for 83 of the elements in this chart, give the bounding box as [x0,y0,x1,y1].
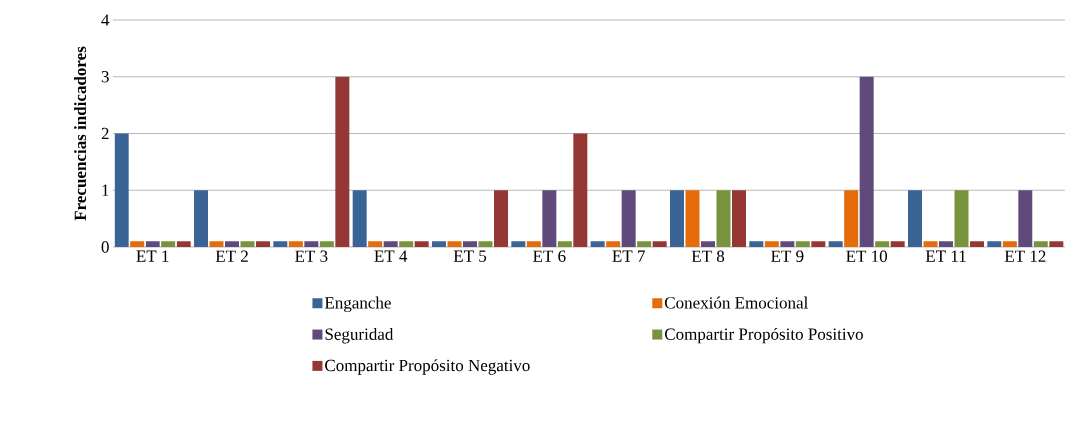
bar [335,76,350,247]
bar [621,190,636,247]
bar [954,190,969,247]
bar [637,241,652,247]
bar [463,241,478,247]
bar [652,241,667,247]
bar [573,133,588,247]
bar [1033,241,1048,247]
bar [225,241,240,247]
bar [114,133,129,247]
bar [352,190,367,247]
bar [542,190,557,247]
bar [795,241,810,247]
bar [432,241,447,247]
bar [970,241,984,247]
bar [987,241,1002,247]
bar [209,241,224,247]
x-tick-label: ET 12 [1004,250,1046,262]
x-tick-label: ET 6 [533,250,566,262]
bar [511,241,526,247]
legend-label: Compartir Propósito Positivo [664,327,863,344]
bar [383,241,398,247]
bar [447,241,462,247]
bar [399,241,414,247]
legend-label: Conexión Emocional [664,296,808,309]
bar [890,241,905,247]
bar [859,76,874,247]
bar [256,241,271,247]
bar [478,241,493,247]
x-tick-label: ET 1 [136,250,169,262]
bar [685,190,700,247]
bar [273,241,288,247]
bar [590,241,605,247]
legend-label: Compartir Propósito Negativo [325,359,530,375]
y-tick-label: 0 [101,241,109,253]
bar [844,190,859,247]
y-tick-label: 2 [101,127,109,140]
bar [494,190,509,247]
bar [1049,241,1064,247]
x-tick-label: ET 8 [691,250,725,262]
bar [1002,241,1017,247]
legend-label: Enganche [324,296,391,313]
bar [368,241,383,247]
bar [526,241,541,247]
bar [780,241,795,247]
bar [923,241,938,247]
bar [130,241,145,247]
bar [1018,190,1033,247]
bar [319,241,334,247]
y-tick-label: 4 [101,14,110,26]
bar [811,241,826,247]
x-tick-label: ET 4 [374,250,408,262]
y-tick-label: 3 [101,71,109,83]
legend-label: Seguridad [325,327,394,344]
bar [414,241,429,247]
bar [701,241,715,247]
x-tick-label: ET 2 [215,250,248,262]
bar [176,241,191,247]
bar [875,241,890,247]
bar [828,241,843,247]
bar [764,241,779,247]
x-tick-label: ET 3 [295,250,328,262]
y-tick-label: 1 [102,184,109,196]
bar [939,241,953,247]
bar [194,190,209,247]
bar [716,190,731,247]
x-tick-label: ET 5 [453,250,487,262]
bar [304,241,319,247]
bar [161,241,176,247]
bar [749,241,764,247]
bar [732,190,747,247]
bar [670,190,685,247]
bar [288,241,303,247]
x-tick-label: ET 11 [925,250,966,262]
y-axis-title: Frecuencias indicadores [74,46,87,221]
bar [145,241,160,247]
bar [557,241,572,247]
bar [908,190,922,247]
bar [240,241,255,247]
bar [606,241,621,247]
x-tick-label: ET 9 [771,250,804,262]
x-tick-label: ET 7 [612,250,645,262]
x-tick-label: ET 10 [846,250,888,262]
